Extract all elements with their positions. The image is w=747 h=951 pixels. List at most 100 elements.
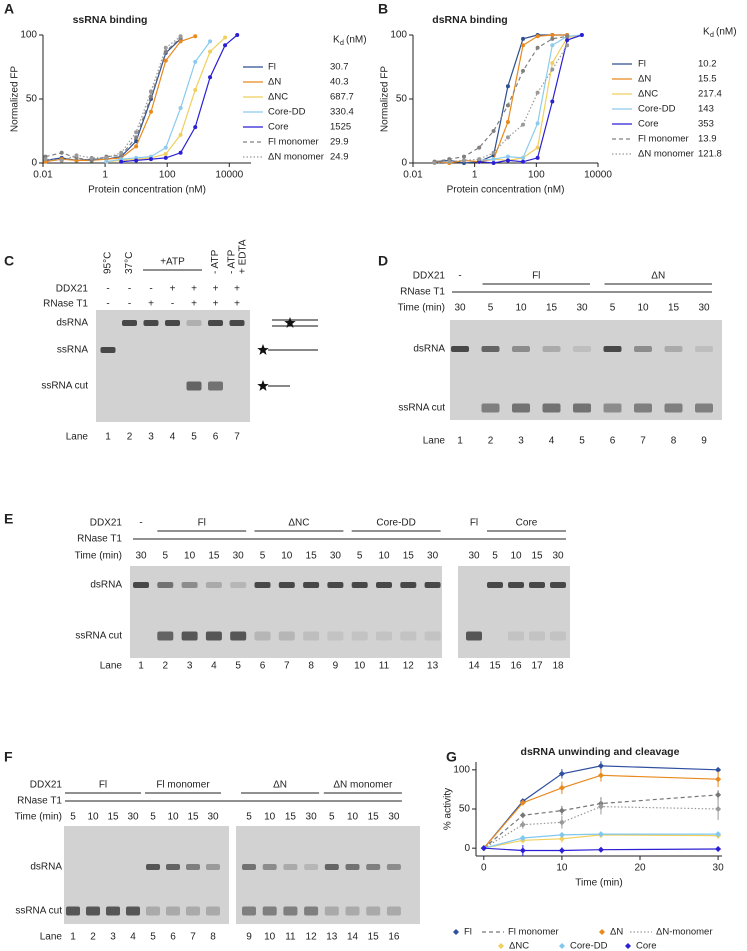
data-point	[491, 161, 496, 165]
lane-number: 17	[531, 661, 543, 672]
data-point	[558, 770, 565, 777]
lane-number: 8	[671, 436, 677, 447]
series-line	[479, 34, 583, 162]
series-line	[106, 41, 211, 163]
gel-band	[106, 906, 120, 916]
gel-band	[366, 864, 381, 870]
data-point	[432, 161, 437, 165]
gel-band	[205, 631, 222, 641]
data-point	[134, 144, 139, 149]
lane-number: 5	[150, 932, 156, 943]
gel-band	[304, 864, 319, 870]
y-tick-label: 0	[401, 158, 407, 169]
row-label: RNase T1	[77, 534, 122, 545]
lane-number: 11	[285, 932, 296, 943]
data-point	[119, 150, 124, 155]
lane-number: 3	[187, 661, 193, 672]
x-tick-label: 10000	[584, 170, 612, 181]
data-point	[550, 43, 555, 48]
time-label: 30	[698, 303, 710, 314]
legend-label: Fl monomer	[638, 134, 689, 145]
data-point	[715, 806, 722, 812]
lane-label: Lane	[66, 432, 89, 443]
lane-number: 2	[90, 932, 96, 943]
gel-band	[508, 582, 524, 588]
data-point	[477, 157, 482, 162]
data-point	[715, 831, 722, 838]
band-label: dsRNA	[56, 318, 88, 329]
gel-band	[66, 906, 80, 916]
group-label: Fl	[99, 780, 107, 791]
data-point	[163, 145, 168, 150]
legend-label: Core	[636, 941, 657, 951]
lane-label: Lane	[40, 932, 63, 943]
band-label: ssRNA cut	[398, 403, 445, 414]
data-point	[519, 821, 526, 828]
lane-number: 1	[457, 436, 463, 447]
gel-band	[386, 864, 401, 870]
legend-label: ΔN monomer	[268, 152, 324, 163]
kd-value: 13.9	[698, 134, 717, 145]
group-label: ΔN monomer	[333, 780, 393, 791]
group-label: Core-DD	[376, 518, 415, 529]
data-point	[505, 154, 510, 159]
data-point	[477, 145, 482, 150]
gel-band	[208, 320, 223, 326]
data-point	[208, 39, 213, 44]
data-point	[119, 159, 124, 164]
y-tick-label: 0	[464, 843, 470, 854]
data-point	[461, 154, 466, 159]
lane-number: 14	[468, 661, 480, 672]
gel-band	[186, 320, 202, 326]
series-line	[479, 34, 582, 161]
gel-band	[529, 631, 545, 641]
data-point	[558, 807, 565, 814]
column-header: - ATP	[227, 249, 238, 274]
time-label: 15	[403, 551, 415, 562]
sign: +	[191, 299, 197, 310]
x-tick-label: 20	[634, 863, 646, 874]
lane-number: 10	[354, 661, 366, 672]
legend-label: Fl monomer	[268, 137, 319, 148]
band-label: ssRNA	[57, 345, 88, 356]
legend-label: Core-DD	[638, 104, 676, 115]
gel-band	[206, 906, 220, 916]
gel-band	[327, 582, 344, 588]
gel-band	[550, 582, 566, 588]
data-point	[535, 34, 540, 39]
gel-band	[664, 346, 683, 352]
sign: -	[128, 299, 131, 310]
time-label: 5	[70, 812, 76, 823]
gel-band	[451, 346, 469, 352]
data-point	[558, 835, 565, 842]
row-label: DDX21	[90, 518, 123, 529]
sign: -	[149, 284, 152, 295]
gel-band	[186, 906, 200, 916]
legend-swatch	[625, 943, 631, 949]
gel-band	[283, 864, 298, 870]
series-line	[434, 44, 568, 164]
x-tick-label: 0.01	[33, 170, 53, 181]
time-label: 30	[427, 551, 439, 562]
data-point	[148, 94, 153, 99]
data-point	[535, 155, 540, 160]
kd-value: 1525	[330, 122, 351, 133]
lane-number: 2	[163, 661, 169, 672]
data-point	[535, 121, 540, 126]
data-point	[565, 34, 570, 39]
label-star	[257, 344, 269, 355]
data-point	[59, 150, 64, 155]
x-axis-label: Protein concentration (nM)	[447, 185, 565, 196]
data-point	[597, 772, 604, 779]
data-point	[491, 157, 496, 162]
data-point	[519, 847, 526, 854]
data-point	[535, 90, 540, 95]
data-point	[521, 155, 526, 160]
group-label: Fl	[470, 518, 478, 529]
time-label: 10	[347, 812, 359, 823]
gel-band	[230, 582, 247, 588]
data-point	[134, 135, 139, 140]
gel-band	[512, 346, 530, 352]
row-label: Time (min)	[15, 812, 62, 823]
series-line	[45, 35, 196, 163]
